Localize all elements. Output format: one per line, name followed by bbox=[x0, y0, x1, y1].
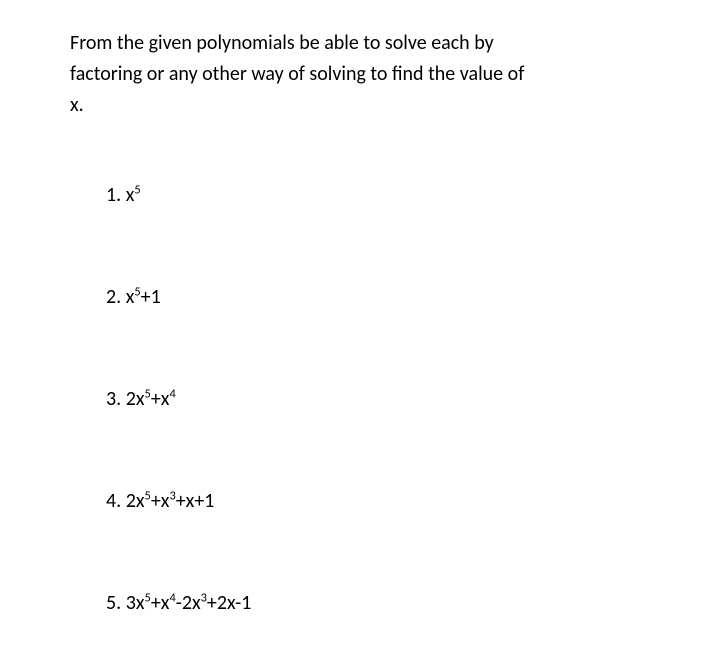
document-page: From the given polynomials be able to so… bbox=[0, 0, 719, 615]
term-mid2: -2x bbox=[176, 591, 201, 615]
term-lead: 2x bbox=[126, 489, 145, 513]
problem-number: 2. bbox=[106, 285, 121, 309]
instruction-paragraph: From the given polynomials be able to so… bbox=[70, 28, 649, 121]
term-mid: +x bbox=[151, 591, 170, 615]
problem-number: 3. bbox=[106, 387, 121, 411]
term-lead: 3x bbox=[126, 591, 145, 615]
term-mid: +x bbox=[151, 489, 170, 513]
term-tail: +x+1 bbox=[176, 489, 215, 513]
instruction-line-1: From the given polynomials be able to so… bbox=[70, 31, 494, 55]
term-exponent: 4 bbox=[169, 386, 175, 401]
term-tail: +2x-1 bbox=[207, 591, 251, 615]
problem-4: 4. 2x5+x3+x+1 bbox=[106, 489, 649, 513]
instruction-line-2: factoring or any other way of solving to… bbox=[70, 62, 524, 86]
term-lead: 2x bbox=[126, 387, 145, 411]
instruction-line-3: x. bbox=[70, 93, 84, 117]
term-tail: +1 bbox=[141, 285, 161, 309]
problem-3: 3. 2x5+x4 bbox=[106, 387, 649, 411]
problem-1: 1. x5 bbox=[106, 183, 649, 207]
problem-number: 1. bbox=[106, 183, 121, 207]
problem-2: 2. x5+1 bbox=[106, 285, 649, 309]
problem-number: 4. bbox=[106, 489, 121, 513]
problem-list: 1. x5 2. x5+1 3. 2x5+x4 4. 2x5+x3+x+1 5.… bbox=[70, 183, 649, 615]
problem-number: 5. bbox=[106, 591, 121, 615]
problem-5: 5. 3x5+x4-2x3+2x-1 bbox=[106, 591, 649, 615]
term-mid: +x bbox=[151, 387, 170, 411]
term-exponent: 5 bbox=[134, 182, 140, 197]
